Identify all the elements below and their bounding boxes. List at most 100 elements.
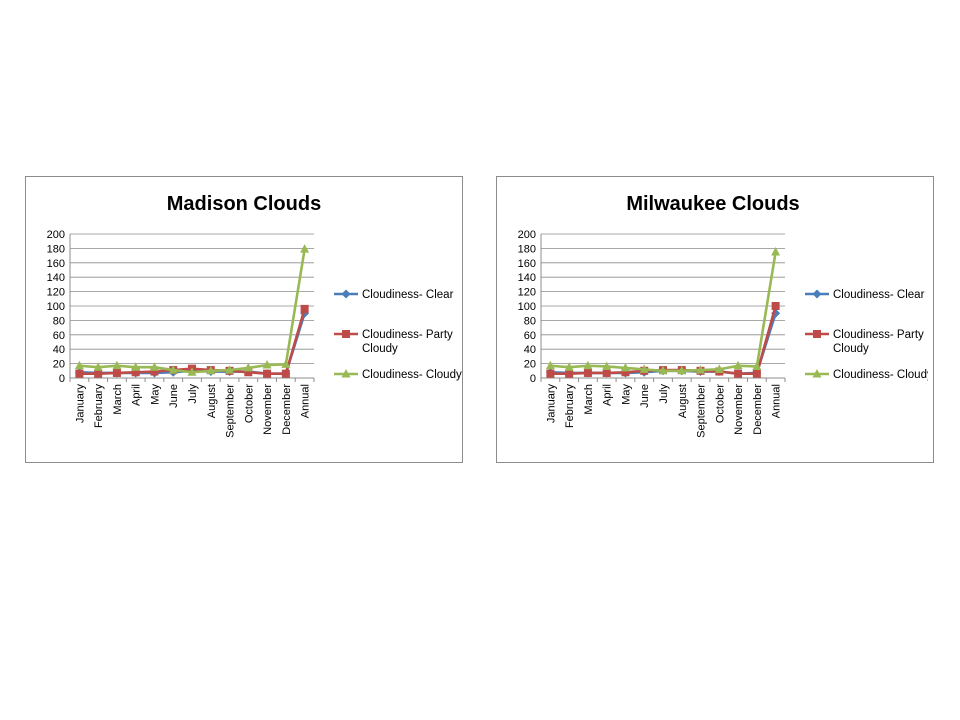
x-tick-label: January xyxy=(545,384,557,424)
x-tick-label: July xyxy=(658,384,670,404)
data-point xyxy=(564,362,574,371)
data-point xyxy=(621,368,630,377)
x-tick-label: March xyxy=(112,384,124,415)
data-point xyxy=(225,365,235,374)
data-point xyxy=(206,365,216,375)
y-tick-label: 80 xyxy=(53,315,65,327)
x-tick-label: Annual xyxy=(771,384,783,418)
x-tick-label: May xyxy=(620,384,632,405)
chart-title: Milwaukee Clouds xyxy=(626,193,799,215)
data-point xyxy=(771,247,781,256)
data-point xyxy=(771,302,780,310)
x-tick-label: August xyxy=(206,384,218,418)
y-tick-label: 120 xyxy=(518,287,536,299)
data-point xyxy=(752,361,762,370)
madison-clouds-chart: Madison Clouds 0 20 40 60 80 100 120 140 160 180 2… xyxy=(25,176,463,463)
data-point xyxy=(75,369,84,378)
data-point xyxy=(658,365,668,375)
x-tick-label: September xyxy=(225,384,237,438)
data-point xyxy=(168,365,178,374)
data-point xyxy=(243,362,253,372)
y-tick-label: 80 xyxy=(524,315,536,327)
y-tick-label: 40 xyxy=(524,344,536,356)
legend-label: Cloudiness- Clear xyxy=(362,289,454,301)
x-tick-label: March xyxy=(583,384,595,415)
x-tick-label: December xyxy=(281,384,293,435)
chart-title: Madison Clouds xyxy=(167,193,321,215)
x-tick-label: July xyxy=(187,384,199,404)
x-tick-label: October xyxy=(243,384,255,423)
y-tick-label: 40 xyxy=(53,344,65,356)
data-point xyxy=(545,360,555,370)
data-point xyxy=(602,361,612,370)
y-tick-label: 60 xyxy=(524,330,536,342)
data-point xyxy=(263,369,272,378)
y-tick-label: 0 xyxy=(59,373,65,385)
x-tick-label: November xyxy=(733,384,745,435)
legend-label: Cloudiness- Cloudy xyxy=(362,369,462,381)
series-line xyxy=(79,248,306,374)
x-tick-label: February xyxy=(564,384,576,429)
y-tick-label: 140 xyxy=(518,272,536,284)
data-point xyxy=(583,368,592,377)
y-tick-label: 100 xyxy=(47,301,65,313)
data-point xyxy=(565,369,574,378)
data-point xyxy=(620,362,630,372)
data-point xyxy=(187,367,197,376)
legend-marker xyxy=(341,289,351,299)
data-point xyxy=(262,360,272,369)
x-tick-label: June xyxy=(639,384,651,408)
milwaukee-chart-svg: Milwaukee Clouds 0 20 40 60 80 100 120 140 160 18… xyxy=(518,193,928,438)
x-tick-label: January xyxy=(74,384,86,424)
x-tick-label: June xyxy=(168,384,180,408)
data-point xyxy=(131,362,141,371)
x-tick-label: October xyxy=(714,384,726,423)
data-point xyxy=(733,360,743,370)
data-point xyxy=(771,308,781,318)
data-point xyxy=(74,360,84,370)
data-point xyxy=(714,364,724,373)
data-point xyxy=(583,360,593,370)
legend-marker xyxy=(812,369,822,378)
legend-label: Cloudiness- Party Cloudy xyxy=(833,329,924,355)
data-point xyxy=(149,362,159,371)
series-line xyxy=(550,251,777,373)
x-tick-label: December xyxy=(752,384,764,435)
y-tick-label: 60 xyxy=(53,330,65,342)
y-tick-label: 20 xyxy=(53,359,65,371)
legend-marker xyxy=(813,330,821,338)
legend-label: Cloudiness- Party Cloudy xyxy=(362,329,453,355)
x-tick-label: August xyxy=(677,384,689,418)
data-point xyxy=(244,368,253,377)
y-tick-label: 140 xyxy=(47,272,65,284)
data-point xyxy=(94,369,103,378)
y-tick-label: 180 xyxy=(518,243,536,255)
legend-marker xyxy=(812,289,822,299)
x-tick-label: September xyxy=(696,384,708,438)
data-point xyxy=(281,359,291,368)
y-tick-label: 20 xyxy=(524,359,536,371)
data-point xyxy=(93,362,103,371)
y-tick-label: 120 xyxy=(47,287,65,299)
x-tick-label: April xyxy=(131,384,143,406)
madison-chart-svg: Madison Clouds 0 20 40 60 80 100 120 140 160 180 2… xyxy=(47,193,462,438)
y-tick-label: 160 xyxy=(518,258,536,270)
data-point xyxy=(281,369,290,378)
x-tick-label: April xyxy=(602,384,614,406)
data-point xyxy=(546,369,555,378)
x-tick-label: Annual xyxy=(300,384,312,418)
x-tick-label: February xyxy=(93,384,105,429)
data-point xyxy=(131,368,140,377)
legend-label: Cloudiness- Clear xyxy=(833,289,925,301)
data-point xyxy=(150,367,159,376)
data-point xyxy=(602,368,611,377)
y-tick-label: 0 xyxy=(530,373,536,385)
data-point xyxy=(639,364,649,373)
data-point xyxy=(112,360,122,370)
data-point xyxy=(112,368,121,377)
data-point xyxy=(300,244,310,253)
x-tick-label: May xyxy=(149,384,161,405)
data-point xyxy=(677,365,687,375)
y-tick-label: 200 xyxy=(47,229,65,241)
legend-marker xyxy=(341,369,351,378)
